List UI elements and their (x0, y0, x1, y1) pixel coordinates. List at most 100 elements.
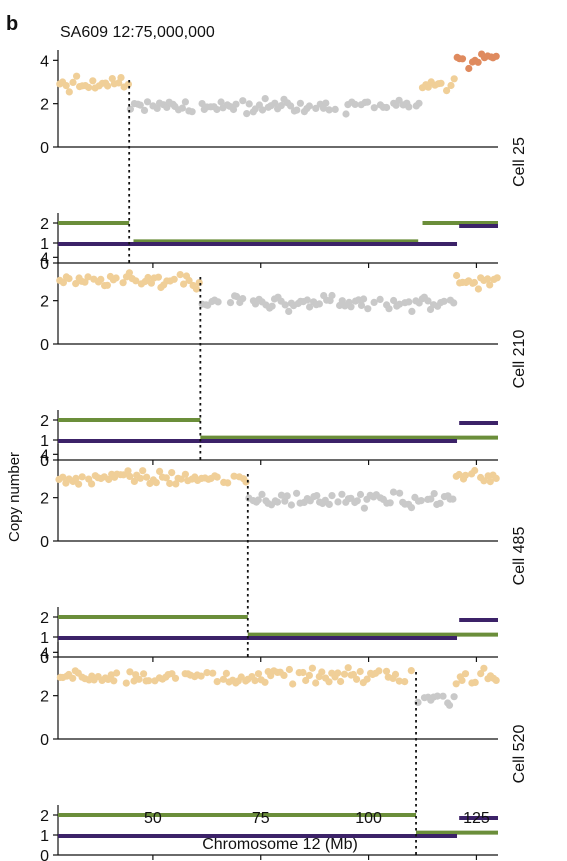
cell-label: Cell 25 (511, 137, 528, 187)
copy-number-bin (492, 676, 500, 685)
copy-number-bin (72, 474, 80, 482)
copy-number-bin (405, 298, 413, 306)
copy-number-bin (415, 99, 423, 107)
allele-y-tick-label: 1 (40, 433, 49, 450)
copy-number-bin (136, 101, 144, 109)
copy-number-bin (69, 674, 77, 682)
copy-number-bin (474, 58, 482, 66)
copy-number-bin (328, 291, 336, 300)
copy-number-bin (430, 490, 438, 498)
copy-number-bin (443, 87, 451, 95)
copy-number-bin (185, 276, 193, 285)
copy-number-bin (455, 470, 463, 479)
copy-number-bin (254, 670, 263, 678)
copy-number-bin (172, 480, 180, 488)
copy-number-bin (305, 671, 313, 680)
copy-number-bin (213, 105, 221, 114)
copy-number-bin (408, 307, 416, 315)
copy-number-bin (493, 274, 501, 282)
copy-number-bin (104, 82, 112, 90)
copy-number-bin (303, 296, 311, 304)
copy-number-bin (401, 678, 409, 686)
copy-number-bin (338, 490, 346, 498)
copy-number-bin (305, 102, 313, 110)
copy-number-bin (135, 675, 143, 683)
copy-number-bin (382, 667, 391, 675)
cn-y-tick-label: 4 (40, 645, 49, 662)
copy-number-bin (424, 297, 432, 305)
copy-number-bin (370, 104, 378, 112)
cn-y-tick-label: 4 (40, 447, 49, 464)
copy-number-bin (334, 669, 342, 677)
copy-number-bin (181, 98, 189, 106)
copy-number-bin (162, 474, 170, 482)
copy-number-bin (271, 99, 279, 107)
copy-number-bin (313, 492, 321, 500)
copy-number-bin (78, 473, 86, 481)
copy-number-bin (85, 83, 93, 92)
copy-number-bin (458, 676, 466, 685)
copy-number-bin (353, 675, 361, 683)
copy-number-bin (239, 295, 247, 303)
copy-number-bin (251, 677, 259, 685)
copy-number-bin (277, 102, 285, 110)
copy-number-bin (197, 672, 205, 680)
copy-number-bin (176, 271, 184, 279)
copy-number-bin (214, 298, 222, 306)
copy-number-bin (75, 480, 83, 488)
copy-number-bin (436, 499, 444, 507)
allele-y-tick-label: 1 (40, 630, 49, 647)
copy-number-bin (261, 95, 269, 103)
copy-number-bin (285, 665, 293, 674)
copy-number-bin (232, 100, 240, 108)
copy-number-bin (383, 103, 391, 112)
copy-number-bin (449, 495, 457, 503)
copy-number-bin (145, 677, 153, 685)
copy-number-bin (152, 479, 160, 487)
copy-number-bin (117, 74, 125, 82)
copy-number-bin (312, 679, 320, 687)
copy-number-bin (342, 110, 350, 118)
copy-number-bin (375, 667, 383, 675)
copy-number-bin (353, 497, 361, 505)
copy-number-bin (477, 670, 485, 678)
copy-number-bin (445, 701, 454, 709)
copy-number-bin (140, 106, 149, 114)
copy-number-bin (293, 106, 301, 114)
copy-number-bin (171, 674, 180, 682)
copy-number-bin (385, 305, 393, 313)
copy-number-bin (289, 680, 297, 688)
copy-number-bin (347, 303, 355, 311)
copy-number-bin (427, 495, 435, 503)
copy-number-bin (312, 104, 320, 112)
cn-y-tick-label: 2 (40, 689, 49, 706)
copy-number-bin (480, 664, 488, 672)
copy-number-bin (178, 104, 186, 112)
copy-number-bin (396, 489, 404, 497)
copy-number-bin (154, 273, 162, 281)
copy-number-bin (143, 98, 152, 106)
copy-number-bin (65, 275, 73, 283)
copy-number-bin (230, 472, 238, 480)
copy-number-bin (424, 83, 432, 91)
copy-number-bin (447, 81, 455, 90)
x-axis: 50 75 100 125 (144, 810, 490, 827)
copy-number-bin (363, 675, 371, 683)
copy-number-bin (325, 106, 333, 114)
copy-number-bin (110, 677, 118, 685)
copy-number-bin (390, 296, 398, 305)
allele-y-tick-label: 1 (40, 236, 49, 253)
copy-number-bin (470, 278, 478, 287)
copy-number-bin (293, 489, 301, 497)
copy-number-bin (370, 298, 378, 306)
copy-number-bin (258, 106, 267, 114)
copy-number-bin (395, 677, 403, 685)
copy-number-bin (433, 692, 441, 700)
copy-number-bin (287, 102, 295, 110)
copy-number-bin (407, 504, 416, 512)
copy-number-bin (337, 677, 345, 686)
copy-number-bin (213, 678, 221, 686)
copy-number-bin (439, 692, 447, 700)
copy-number-bin (81, 278, 89, 286)
